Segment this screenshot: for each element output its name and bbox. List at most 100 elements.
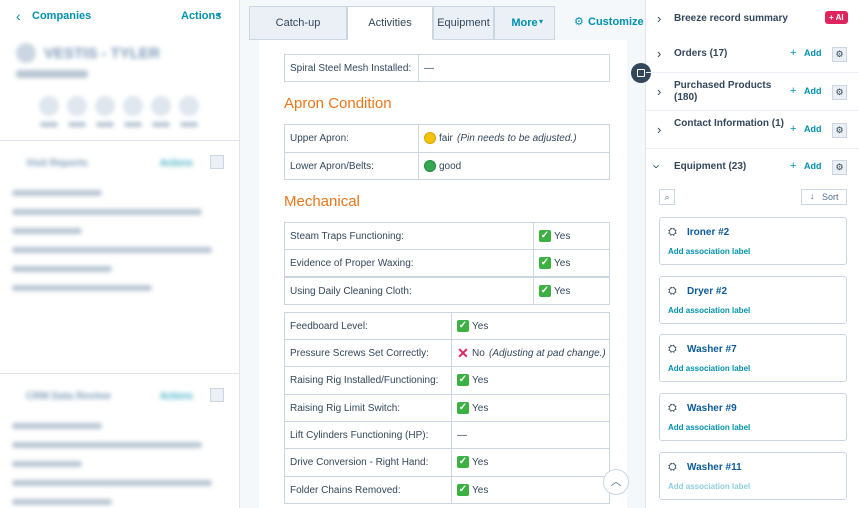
- status-icon: ✓: [539, 229, 551, 242]
- field: [12, 209, 202, 215]
- row-label: Lower Apron/Belts:: [290, 160, 374, 172]
- status-icon: ✓: [457, 374, 469, 387]
- row-value: No: [472, 348, 485, 360]
- card-sub[interactable]: Add association label: [668, 423, 751, 433]
- toggle-glyph: [637, 69, 645, 77]
- sort-arrow: ↓: [810, 191, 815, 201]
- row-value: Yes: [554, 230, 571, 242]
- row-value: Yes: [472, 484, 489, 496]
- action-icon[interactable]: [179, 96, 199, 116]
- status-icon: [424, 159, 436, 172]
- action-icon[interactable]: [95, 96, 115, 116]
- equipment-card: [659, 451, 847, 500]
- card-title[interactable]: Ironer #2: [687, 227, 730, 238]
- field: [12, 423, 102, 429]
- action-label: [124, 122, 142, 127]
- card-sub[interactable]: Add association label: [668, 364, 751, 374]
- equipment-card: [659, 393, 847, 442]
- field: [12, 442, 202, 448]
- section-title[interactable]: Visit Reports: [26, 158, 88, 169]
- card-title[interactable]: Washer #7: [687, 344, 737, 356]
- card-title[interactable]: Washer #11: [687, 461, 742, 473]
- field: [12, 499, 112, 505]
- equipment-card: [659, 275, 847, 324]
- tab[interactable]: Activities: [347, 6, 433, 40]
- settings[interactable]: ⚙: [832, 85, 847, 100]
- avatar: [16, 43, 36, 63]
- sort-box[interactable]: [801, 189, 847, 205]
- section-title[interactable]: Orders (17): [674, 48, 728, 59]
- card-title[interactable]: Washer #9: [687, 403, 737, 415]
- table-cell: [533, 276, 610, 305]
- row-label: Pressure Screws Set Correctly:: [290, 348, 429, 360]
- back-chevron[interactable]: ‹: [16, 8, 21, 24]
- card-icon: ⛭: [668, 402, 677, 415]
- status-icon: [424, 132, 436, 145]
- tab[interactable]: Equipment: [433, 6, 494, 40]
- field: [12, 461, 82, 467]
- field: [12, 190, 102, 196]
- row-value: Yes: [472, 402, 489, 414]
- customize[interactable]: Customize: [588, 16, 644, 28]
- settings[interactable]: ⚙: [832, 123, 847, 138]
- back-link[interactable]: Companies: [32, 10, 92, 22]
- card-sub[interactable]: Add association label: [668, 305, 751, 315]
- row-value: fair: [439, 133, 453, 145]
- actions-button[interactable]: Actions: [181, 10, 222, 22]
- action-label: [96, 122, 114, 127]
- card-sub[interactable]: Add association label: [668, 247, 751, 256]
- section-actions[interactable]: Actions: [160, 158, 193, 169]
- breeze-title[interactable]: Breeze record summary: [674, 13, 788, 24]
- action-icon[interactable]: [151, 96, 171, 116]
- card-icon: ⛭: [668, 284, 677, 297]
- action-icon[interactable]: [67, 96, 87, 116]
- chevron: ›: [657, 122, 662, 137]
- card-sub[interactable]: Add association label: [668, 481, 751, 491]
- tab[interactable]: More: [494, 6, 555, 40]
- action-icon[interactable]: [123, 96, 143, 116]
- card-icon: ⛭: [668, 226, 677, 238]
- panel-toggle[interactable]: [631, 63, 651, 83]
- activity-content: [259, 40, 627, 508]
- scroll-up[interactable]: ︿: [603, 469, 629, 495]
- tab[interactable]: Catch-up: [249, 6, 347, 40]
- table-cell: [451, 421, 610, 450]
- add-button[interactable]: Add: [804, 161, 822, 171]
- chevron: ›: [657, 84, 662, 99]
- field: [12, 285, 152, 291]
- add-button[interactable]: Add: [804, 124, 822, 134]
- add-button[interactable]: Add: [804, 48, 822, 58]
- company-name: VESTIS - TYLER: [44, 45, 160, 62]
- row-value: Yes: [554, 285, 571, 297]
- card-title[interactable]: Dryer #2: [687, 285, 728, 297]
- settings[interactable]: ⚙: [832, 47, 847, 62]
- section-actions[interactable]: Actions: [160, 391, 193, 402]
- row-label: Drive Conversion - Right Hand:: [290, 457, 429, 469]
- divider: [0, 140, 240, 141]
- add-button[interactable]: Add: [804, 86, 822, 96]
- action-icon[interactable]: [39, 96, 59, 116]
- status-icon: ✕: [457, 345, 469, 362]
- ai-badge: + AI: [825, 11, 848, 24]
- action-label: [40, 122, 58, 127]
- gear: [210, 388, 224, 402]
- section-title[interactable]: CRM Data Review: [26, 391, 111, 402]
- section-title[interactable]: Equipment (23): [674, 161, 747, 172]
- chevron: ›: [657, 46, 662, 61]
- search[interactable]: ⌕: [659, 189, 675, 205]
- sort-label[interactable]: Sort: [822, 192, 839, 202]
- section-title[interactable]: Contact Information (1): [674, 118, 784, 129]
- field: [12, 480, 212, 486]
- row-label: Lift Cylinders Functioning (HP):: [290, 430, 429, 441]
- section-heading: Mechanical: [284, 192, 360, 210]
- status-icon: ✓: [457, 401, 469, 414]
- section-title[interactable]: Purchased Products (180): [674, 80, 772, 103]
- customize-icon: ⚙: [574, 16, 584, 28]
- row-label: Evidence of Proper Waxing:: [290, 258, 414, 270]
- add-plus: +: [790, 160, 797, 172]
- action-label: [180, 122, 198, 127]
- settings[interactable]: ⚙: [832, 160, 847, 175]
- status-icon: ✓: [457, 483, 469, 496]
- status-icon: ✓: [457, 456, 469, 469]
